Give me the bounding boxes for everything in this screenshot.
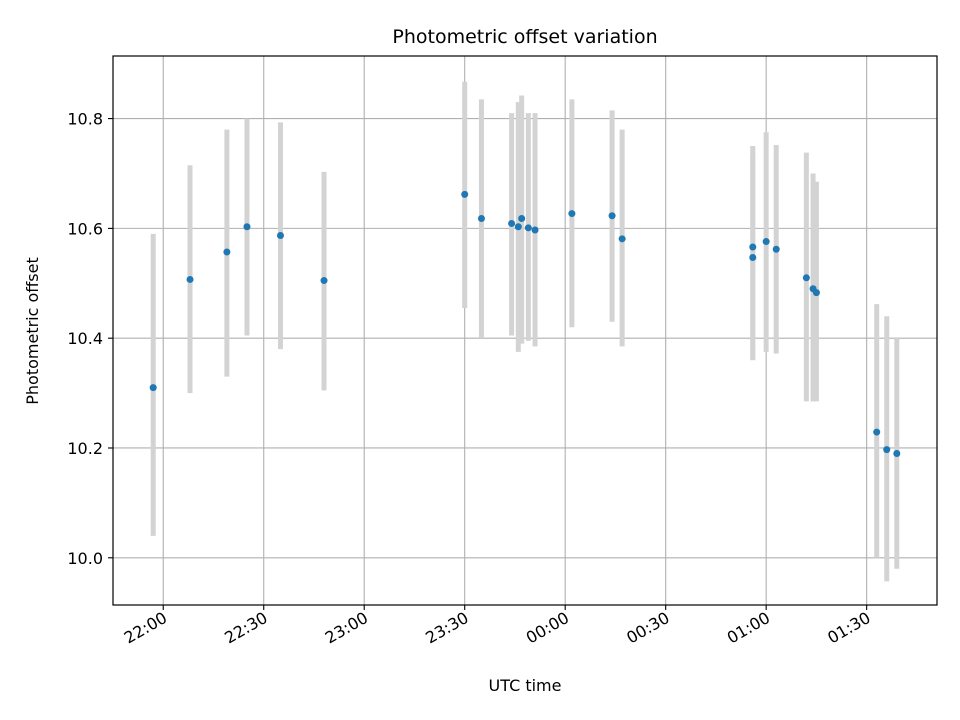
chart-title: Photometric offset variation xyxy=(392,26,657,48)
data-point xyxy=(320,277,328,285)
data-point xyxy=(608,212,616,220)
data-point xyxy=(477,215,485,223)
y-tick-label: 10.2 xyxy=(67,439,103,458)
data-point xyxy=(749,253,757,261)
data-point xyxy=(276,232,284,240)
data-point xyxy=(618,235,626,243)
data-point xyxy=(883,446,891,454)
x-axis-label: UTC time xyxy=(489,676,562,695)
data-point xyxy=(772,245,780,253)
data-point xyxy=(149,384,157,392)
data-point xyxy=(223,248,231,256)
data-point xyxy=(812,289,820,297)
data-point xyxy=(243,223,251,231)
data-points xyxy=(149,190,901,457)
y-tick-label: 10.8 xyxy=(67,110,103,129)
y-axis-label: Photometric offset xyxy=(23,257,42,405)
data-point xyxy=(514,223,522,231)
y-tick-label: 10.4 xyxy=(67,329,103,348)
data-point xyxy=(524,224,532,232)
y-tick-label: 10.0 xyxy=(67,549,103,568)
data-point xyxy=(802,274,810,282)
data-point xyxy=(461,190,469,198)
y-tick-label: 10.6 xyxy=(67,219,103,238)
data-point xyxy=(518,215,526,223)
data-point xyxy=(531,226,539,234)
data-point xyxy=(762,238,770,246)
data-point xyxy=(893,449,901,457)
data-point xyxy=(873,428,881,436)
data-point xyxy=(508,219,516,227)
data-point xyxy=(749,243,757,251)
plot-frame xyxy=(112,55,938,606)
data-point xyxy=(568,210,576,218)
grid-lines xyxy=(113,56,937,605)
y-axis-ticks: 10.0 10.2 10.4 10.6 10.8 xyxy=(67,110,113,568)
data-point xyxy=(186,275,194,283)
